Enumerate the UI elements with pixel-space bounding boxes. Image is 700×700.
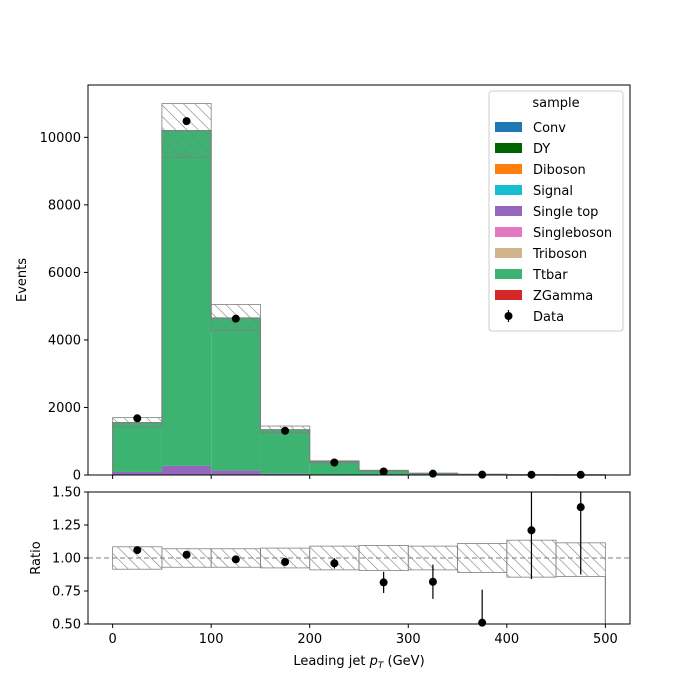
ratio-point-6 xyxy=(428,577,437,586)
ratio-point-3 xyxy=(281,557,290,566)
main-axes-frame xyxy=(87,84,631,476)
data-point-0 xyxy=(133,414,142,423)
bar-single-top-bin-3 xyxy=(260,473,310,475)
legend-label-diboson: Diboson xyxy=(533,163,586,178)
x-axis-label: Leading jet pT (GeV) xyxy=(293,654,424,671)
legend-label-single-top: Single top xyxy=(533,205,598,220)
legend-swatch-diboson xyxy=(495,164,522,174)
bar-ttbar-bin-1 xyxy=(161,130,212,466)
legend-swatch-triboson xyxy=(495,248,522,258)
bar-ttbar-bin-2 xyxy=(211,317,261,471)
x-tick-label-2: 200 xyxy=(297,632,322,647)
bar-ttbar-bin-4 xyxy=(309,461,359,475)
legend-swatch-conv xyxy=(495,122,522,132)
legend-swatch-dy xyxy=(495,143,522,153)
main-y-axis-label: Events xyxy=(15,258,30,302)
bar-single-top-bin-1 xyxy=(161,465,212,475)
legend-label-conv: Conv xyxy=(533,121,566,136)
ratio-y-tick-label-3: 1.25 xyxy=(52,519,81,534)
x-label-symbol: p xyxy=(369,654,378,669)
data-point-6 xyxy=(428,469,437,478)
legend-label-ttbar: Ttbar xyxy=(532,268,568,283)
ratio-panel: 0 100 200 300 400 500 0.50 0.75 1.00 1.25 1.50 Rati… xyxy=(29,486,631,647)
legend: sample Conv DY Diboson Signal Single top Singl… xyxy=(488,90,624,332)
legend-label-data: Data xyxy=(533,310,564,325)
bar-ttbar-bin-0 xyxy=(112,422,162,472)
legend-data-marker xyxy=(504,312,513,320)
legend-label-dy: DY xyxy=(533,142,550,157)
ratio-y-tick-label-4: 1.50 xyxy=(52,486,81,501)
data-point-5 xyxy=(379,467,388,476)
legend-label-signal: Signal xyxy=(533,184,573,199)
data-point-4 xyxy=(330,458,339,467)
data-point-1 xyxy=(182,117,191,126)
bar-single-top-bin-2 xyxy=(211,470,261,475)
data-point-3 xyxy=(281,426,290,435)
x-tick-label-5: 500 xyxy=(593,632,618,647)
ratio-point-0 xyxy=(133,546,142,555)
bar-single-top-bin-0 xyxy=(112,471,162,475)
ratio-point-1 xyxy=(182,550,191,559)
ratio-point-5 xyxy=(379,578,388,587)
main-y-tick-label-1: 2000 xyxy=(48,401,81,416)
legend-title: sample xyxy=(532,96,579,111)
main-panel: 0 2000 4000 6000 8000 10000 Events xyxy=(15,84,631,484)
main-y-tick-label-2: 4000 xyxy=(48,333,81,348)
legend-label-singleboson: Singleboson xyxy=(533,226,612,241)
ratio-y-tick-label-0: 0.50 xyxy=(52,618,81,633)
x-label-suffix: (GeV) xyxy=(383,654,424,669)
legend-swatch-single-top xyxy=(495,206,522,216)
legend-swatch-singleboson xyxy=(495,227,522,237)
main-y-tick-label-5: 10000 xyxy=(40,131,81,146)
ratio-point-4 xyxy=(330,559,339,568)
x-tick-label-3: 300 xyxy=(396,632,421,647)
x-tick-label-1: 100 xyxy=(199,632,224,647)
ratio-point-9 xyxy=(576,503,585,512)
x-label-subscript: T xyxy=(378,661,385,671)
ratio-y-axis-label: Ratio xyxy=(29,541,44,574)
main-y-tick-label-3: 6000 xyxy=(48,266,81,281)
main-y-tick-label-4: 8000 xyxy=(48,198,81,213)
main-y-tick-label-0: 0 xyxy=(73,469,81,484)
data-point-2 xyxy=(231,314,240,323)
legend-label-triboson: Triboson xyxy=(532,247,587,262)
ratio-y-tick-label-2: 1.00 xyxy=(52,552,81,567)
legend-label-zgamma: ZGamma xyxy=(533,289,593,304)
legend-swatch-ttbar xyxy=(495,269,522,279)
legend-swatch-signal xyxy=(495,185,522,195)
bar-ttbar-bin-3 xyxy=(260,429,310,474)
legend-swatch-zgamma xyxy=(495,290,522,300)
x-tick-label-0: 0 xyxy=(108,632,116,647)
x-tick-label-4: 400 xyxy=(494,632,519,647)
uncertainty-band-bin-1 xyxy=(161,103,212,158)
x-label-prefix: Leading jet xyxy=(293,654,369,669)
ratio-point-8 xyxy=(527,526,536,535)
ratio-point-2 xyxy=(231,555,240,564)
legend-box xyxy=(488,90,624,332)
ratio-y-tick-label-1: 0.75 xyxy=(52,585,81,600)
ratio-point-7 xyxy=(478,618,487,627)
